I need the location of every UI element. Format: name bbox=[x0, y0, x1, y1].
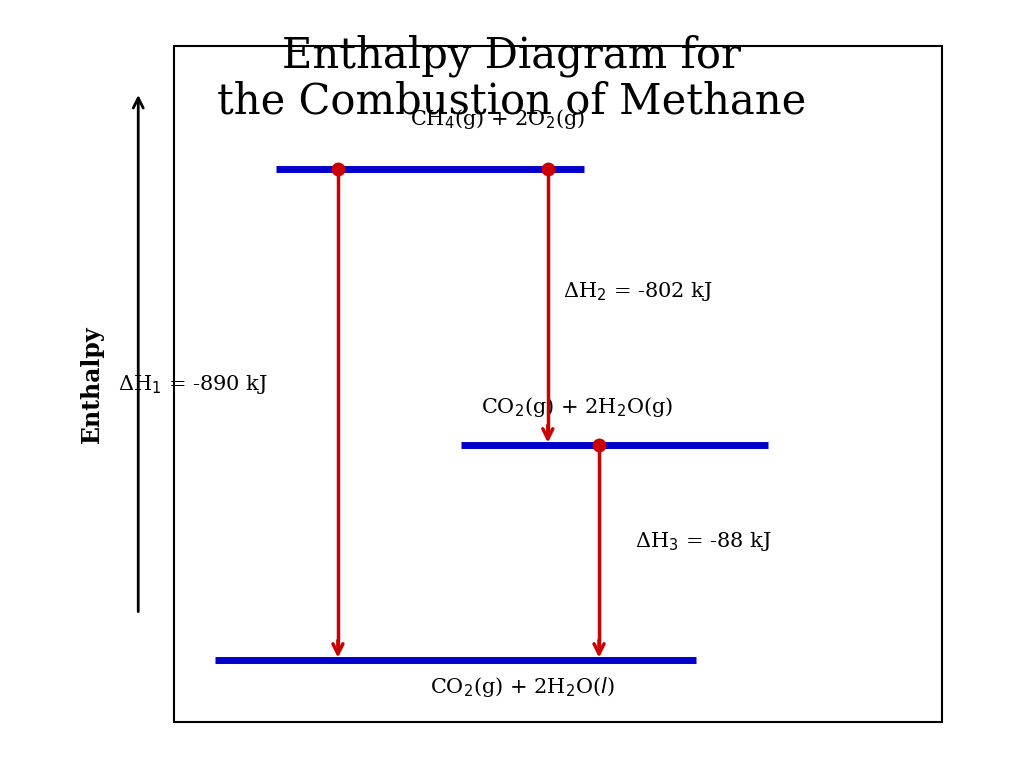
Text: CO$_2$(g) + 2H$_2$O($\it{l}$): CO$_2$(g) + 2H$_2$O($\it{l}$) bbox=[430, 675, 614, 699]
Text: CH$_4$(g) + 2O$_2$(g): CH$_4$(g) + 2O$_2$(g) bbox=[410, 107, 585, 131]
Text: ΔH$_2$ = -802 kJ: ΔH$_2$ = -802 kJ bbox=[563, 280, 713, 303]
Text: ΔH$_1$ = -890 kJ: ΔH$_1$ = -890 kJ bbox=[118, 372, 267, 396]
Text: Enthalpy: Enthalpy bbox=[80, 325, 104, 443]
Text: CO$_2$(g) + 2H$_2$O(g): CO$_2$(g) + 2H$_2$O(g) bbox=[481, 395, 674, 419]
Text: ΔH$_3$ = -88 kJ: ΔH$_3$ = -88 kJ bbox=[635, 530, 771, 553]
Bar bbox=[174, 46, 942, 722]
Text: Enthalpy Diagram for: Enthalpy Diagram for bbox=[283, 35, 741, 77]
Text: the Combustion of Methane: the Combustion of Methane bbox=[217, 81, 807, 123]
